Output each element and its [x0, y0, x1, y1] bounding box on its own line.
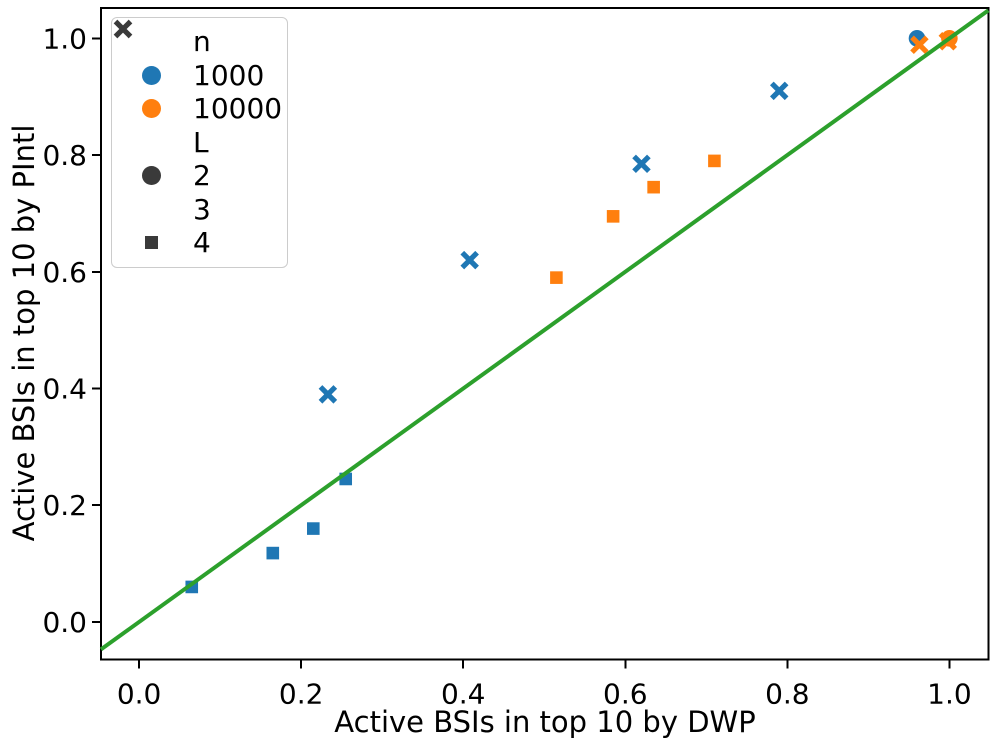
- y-tick-label: 0.4: [42, 373, 87, 406]
- marker-x: [769, 81, 789, 101]
- identity-line: [99, 8, 990, 652]
- legend-item: 2: [112, 159, 287, 193]
- marker-x: [632, 154, 651, 174]
- x-axis-label: Active BSIs in top 10 by DWP: [334, 705, 756, 739]
- legend-circle-marker-icon: [133, 99, 169, 119]
- legend-item-label: 10000: [193, 92, 283, 126]
- x-tick-label: 0.6: [603, 677, 648, 710]
- y-tick-label: 0.0: [42, 606, 87, 639]
- legend-item: 10000: [112, 92, 287, 126]
- legend-circle-marker-icon: [133, 166, 169, 186]
- plot-frame: [100, 7, 990, 661]
- legend-item-label: 4: [193, 226, 211, 260]
- x-tick-label: 0.2: [279, 677, 324, 710]
- x-tick-label: 0.0: [117, 677, 162, 710]
- legend-item-label: 3: [193, 192, 211, 226]
- marker-square: [606, 210, 620, 223]
- marker-square: [708, 154, 721, 168]
- marker-square: [647, 180, 660, 194]
- marker-square: [307, 522, 320, 535]
- legend-section-title: L: [112, 126, 287, 160]
- legend-section-title-text: n: [193, 25, 211, 59]
- x-tick-label: 0.8: [765, 677, 810, 710]
- legend-square-marker-icon: [133, 236, 169, 250]
- legend-item-label: 2: [193, 159, 211, 193]
- legend-item: 1000: [112, 59, 287, 93]
- legend-box: n 1000 10000 L 2 3 4: [111, 17, 288, 268]
- legend-section-title-text: L: [193, 125, 209, 159]
- marker-x: [910, 35, 929, 55]
- marker-square: [550, 271, 563, 284]
- legend-circle-marker-icon: [133, 65, 169, 85]
- legend-section-title: n: [112, 25, 287, 59]
- legend-item: 4: [112, 226, 287, 260]
- marker-square: [266, 546, 280, 560]
- legend-item: 3: [112, 19, 287, 227]
- y-tick-label: 0.8: [42, 139, 87, 172]
- marker-x: [460, 250, 479, 270]
- legend-item-label: 1000: [193, 58, 265, 92]
- x-tick-label: 1.0: [927, 677, 972, 710]
- y-axis-label: Active BSIs in top 10 by PIntl: [7, 124, 41, 542]
- marker-x: [318, 385, 338, 404]
- x-tick-label: 0.4: [441, 677, 486, 710]
- y-tick-label: 0.2: [42, 489, 87, 522]
- y-tick-label: 0.6: [42, 256, 87, 289]
- y-tick-label: 1.0: [42, 22, 87, 55]
